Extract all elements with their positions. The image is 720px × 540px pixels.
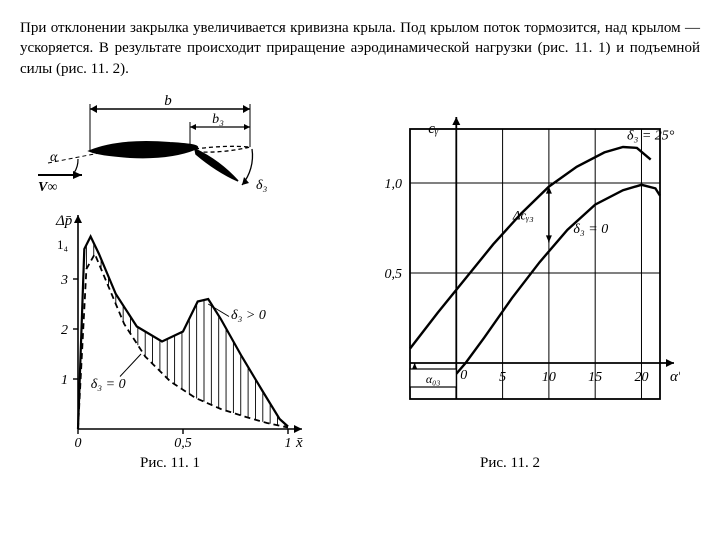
fig2-svg: 5 10 15 20 0,5 1,0 0 cᵧ α° Δcᵧ₃ δ₃ = 25° δ₃ = 0 α₀₃ bbox=[340, 89, 680, 449]
svg-text:0,5: 0,5 bbox=[385, 267, 403, 282]
fig1-svg: b b₃ δ₃ α V∞ 1 2 3 1₄ 0 0,5 1 Δp̄ x̄ δ₃ > 0 δ₃ = 0 bbox=[20, 89, 320, 449]
svg-text:0,5: 0,5 bbox=[174, 436, 192, 449]
svg-text:0: 0 bbox=[75, 436, 82, 449]
svg-text:α₀₃: α₀₃ bbox=[426, 372, 441, 386]
svg-text:δ₃ = 0: δ₃ = 0 bbox=[573, 222, 608, 237]
fig1-caption: Рис. 11. 1 bbox=[140, 455, 200, 472]
svg-text:20: 20 bbox=[634, 370, 648, 385]
figures-row: b b₃ δ₃ α V∞ 1 2 3 1₄ 0 0,5 1 Δp̄ x̄ δ₃ > 0 δ₃ = 0 Рис.… bbox=[20, 89, 700, 472]
svg-text:b: b bbox=[164, 93, 172, 109]
svg-text:α°: α° bbox=[670, 369, 680, 385]
svg-text:3: 3 bbox=[60, 273, 68, 288]
svg-text:1,0: 1,0 bbox=[385, 177, 403, 192]
svg-text:Δp̄: Δp̄ bbox=[55, 213, 73, 229]
svg-text:b₃: b₃ bbox=[212, 112, 224, 127]
svg-text:x̄: x̄ bbox=[295, 435, 303, 449]
svg-text:2: 2 bbox=[61, 323, 68, 338]
svg-text:δ₃: δ₃ bbox=[256, 178, 268, 193]
svg-text:1: 1 bbox=[285, 436, 292, 449]
figure-2: 51015200,51,00cᵧα°Δcᵧ₃δ₃ = 25°δ₃ = 0α₀₃ … bbox=[340, 89, 680, 472]
svg-text:Δcᵧ₃: Δcᵧ₃ bbox=[512, 207, 534, 222]
svg-text:1₄: 1₄ bbox=[57, 237, 69, 252]
fig2-caption: Рис. 11. 2 bbox=[480, 455, 540, 472]
svg-text:V∞: V∞ bbox=[38, 180, 57, 195]
figure-1: b b₃ δ₃ α V∞ 1 2 3 1₄ 0 0,5 1 Δp̄ x̄ δ₃ > 0 δ₃ = 0 Рис.… bbox=[20, 89, 320, 472]
svg-text:δ₃ > 0: δ₃ > 0 bbox=[231, 308, 266, 323]
svg-text:δ₃ = 0: δ₃ = 0 bbox=[91, 377, 126, 392]
svg-text:cᵧ: cᵧ bbox=[428, 121, 439, 137]
svg-text:5: 5 bbox=[499, 370, 506, 385]
svg-text:0: 0 bbox=[460, 368, 467, 383]
svg-text:δ₃ = 25°: δ₃ = 25° bbox=[627, 128, 675, 143]
svg-text:15: 15 bbox=[588, 370, 602, 385]
svg-text:1: 1 bbox=[61, 373, 68, 388]
svg-text:10: 10 bbox=[542, 370, 556, 385]
body-text: При отклонении закрылка увеличивается кр… bbox=[20, 18, 700, 79]
svg-text:α: α bbox=[50, 150, 58, 165]
